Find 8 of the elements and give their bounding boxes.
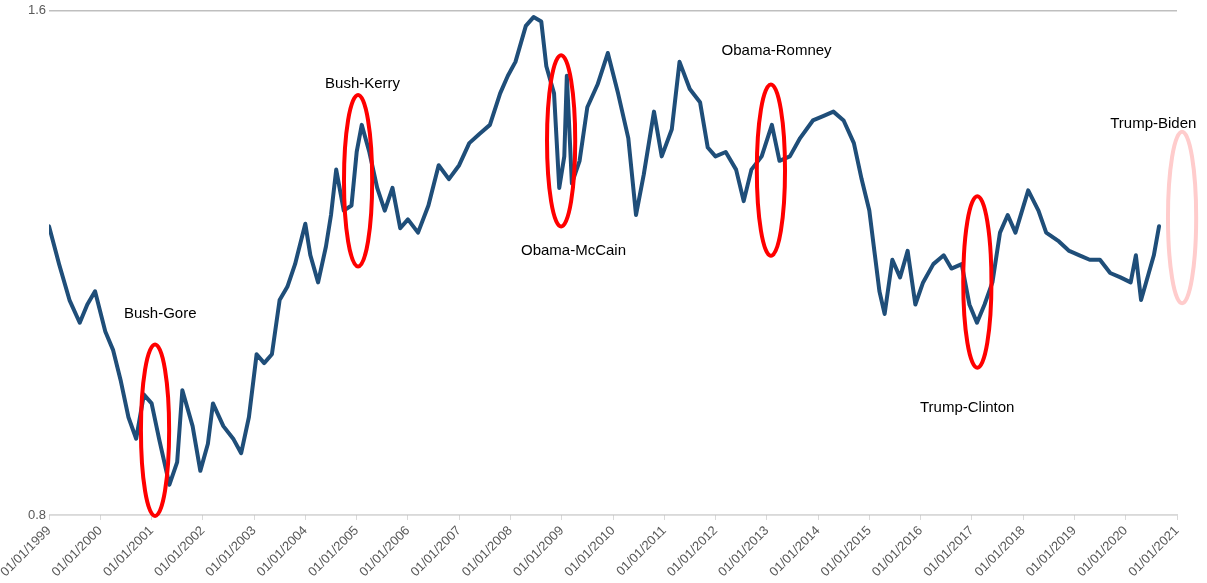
annotation: Obama-McCain bbox=[521, 240, 627, 258]
y-tick-label: 0.8 bbox=[27, 506, 47, 522]
annotation: Bush-Kerry bbox=[325, 73, 401, 91]
annotation: Trump-Biden bbox=[1110, 114, 1197, 132]
annotation: Bush-Gore bbox=[123, 303, 197, 321]
y-tick-label: 1.6 bbox=[27, 2, 47, 18]
annotation: Obama-Romney bbox=[721, 41, 833, 59]
annotation: Trump-Clinton bbox=[919, 398, 1015, 416]
